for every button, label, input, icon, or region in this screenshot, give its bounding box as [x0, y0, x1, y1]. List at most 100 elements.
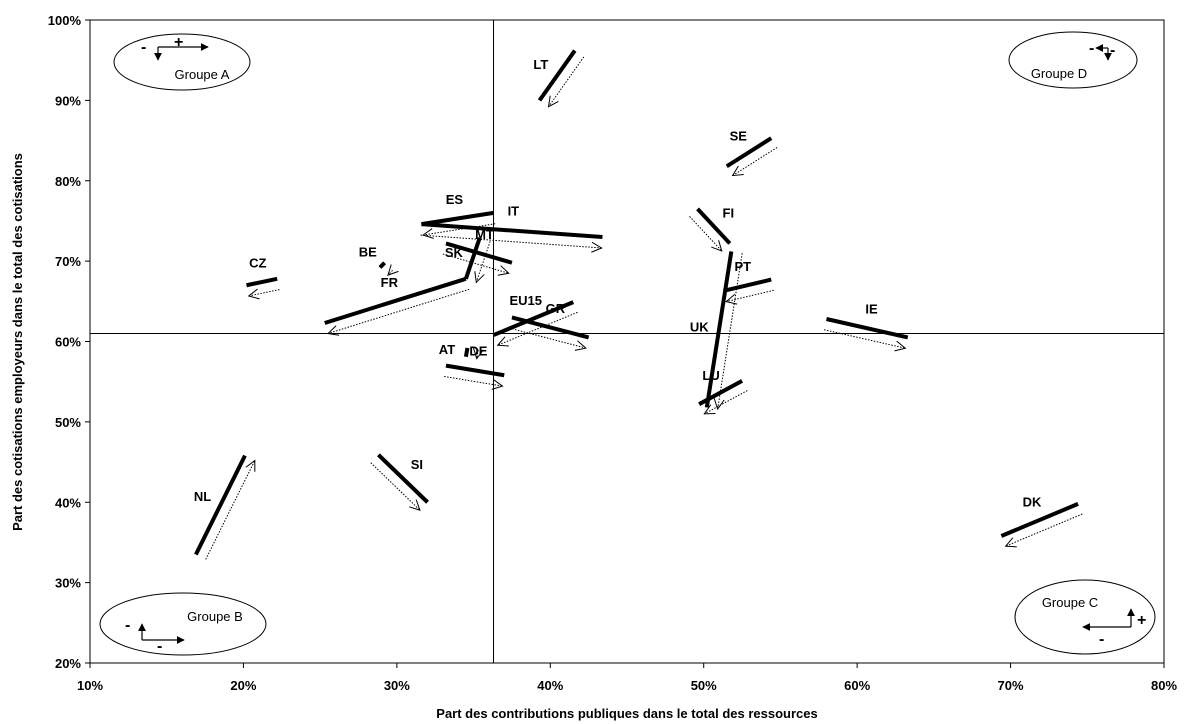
y-tick-label: 90% [55, 93, 81, 108]
y-tick-label: 40% [55, 495, 81, 510]
group-b-sign-1: - [125, 617, 130, 634]
trend-arrow-lu [704, 390, 748, 414]
segment-se [725, 136, 773, 168]
label-nl: NL [194, 489, 211, 504]
x-tick-label: 30% [384, 678, 410, 693]
trend-arrow-uk [718, 253, 743, 409]
segment-fr [324, 276, 467, 325]
segment-be [378, 261, 387, 269]
series-it: IT [420, 204, 603, 248]
segment-gr [511, 315, 590, 340]
group-a-ellipse [113, 33, 251, 91]
trend-arrow-ie [823, 329, 905, 348]
group-c-label: Groupe C [1042, 595, 1098, 610]
label-fi: FI [723, 206, 735, 221]
x-tick-label: 10% [77, 678, 103, 693]
label-de: DE [469, 344, 487, 359]
group-d-ellipse [1008, 31, 1138, 89]
segment-dk [1000, 502, 1079, 538]
trend-arrow-at [477, 350, 479, 359]
label-uk: UK [690, 319, 709, 334]
y-tick-label: 80% [55, 174, 81, 189]
series-lu: LU [698, 368, 748, 414]
trend-arrow-se [733, 147, 778, 175]
trend-arrow-eu15 [498, 311, 578, 345]
series-si: SI [370, 453, 429, 510]
group-d-sign-1: - [1089, 40, 1094, 57]
series-lt: LT [533, 49, 585, 107]
plot-border [89, 19, 1165, 664]
group-a-label: Groupe A [175, 67, 230, 82]
group-c-sign-2: - [1099, 631, 1104, 648]
x-tick-label: 50% [691, 678, 717, 693]
series-fr: FR [324, 275, 470, 334]
segment-lu [698, 379, 744, 406]
label-es: ES [446, 192, 464, 207]
x-tick-label: 70% [998, 678, 1024, 693]
series-gr: GR [509, 301, 590, 348]
group-a-sign-1: - [141, 39, 146, 56]
series-uk: UK [690, 251, 743, 409]
label-pt: PT [735, 259, 752, 274]
y-tick-label: 70% [55, 254, 81, 269]
trend-arrow-fr [328, 288, 470, 333]
label-si: SI [411, 457, 423, 472]
y-tick-label: 60% [55, 335, 81, 350]
segment-it [421, 222, 603, 240]
trend-arrow-it [420, 234, 602, 248]
segment-sk [464, 237, 482, 280]
segment-at [463, 347, 470, 358]
plot-area [89, 19, 1165, 664]
trend-arrow-cz [249, 290, 280, 296]
series-pt: PT [723, 259, 774, 302]
segment-eu15 [492, 300, 575, 337]
x-axis: 10% 20% 30% 40% 50% 60% 70% 80% [77, 663, 1177, 693]
x-axis-title: Part des contributions publiques dans le… [436, 706, 817, 721]
trend-arrow-sk [476, 241, 491, 282]
trend-arrow-lt [549, 56, 585, 107]
segment-cz [246, 276, 278, 288]
label-fr: FR [381, 275, 399, 290]
group-c-ellipse [1014, 579, 1156, 655]
y-axis: 20% 30% 40% 50% 60% 70% 80% 90% 100% [48, 13, 90, 671]
segment-pt [723, 277, 772, 293]
group-b-ellipse [99, 592, 267, 656]
y-tick-label: 30% [55, 576, 81, 591]
series-eu15: EU15 [492, 293, 578, 345]
label-eu15: EU15 [510, 293, 543, 308]
y-tick-label: 50% [55, 415, 81, 430]
series-sk: SK [445, 237, 491, 283]
segment-uk [704, 251, 734, 408]
series-dk: DK [1000, 494, 1083, 546]
series-es: ES [421, 192, 496, 235]
segment-mt [445, 241, 513, 265]
label-dk: DK [1023, 494, 1042, 509]
label-it: IT [508, 204, 520, 219]
series-at: AT [439, 342, 478, 359]
trend-arrow-si [370, 462, 420, 510]
series-be: BE [359, 244, 393, 275]
trend-arrow-de [444, 375, 502, 386]
segment-es [421, 210, 494, 227]
trend-arrow-dk [1006, 513, 1083, 546]
y-tick-label: 100% [48, 13, 82, 28]
group-d: Groupe D - - [1008, 31, 1138, 89]
x-tick-label: 80% [1151, 678, 1177, 693]
trend-arrow-pt [726, 289, 774, 301]
label-lt: LT [533, 57, 548, 72]
segment-si [377, 453, 429, 504]
trend-arrow-nl [205, 461, 255, 560]
trend-arrow-es [423, 223, 496, 235]
x-tick-label: 40% [537, 678, 563, 693]
label-be: BE [359, 244, 377, 259]
trend-arrow-be [388, 270, 393, 275]
segment-fi [696, 207, 732, 245]
group-a-sign-2: + [174, 34, 183, 51]
trend-arrow-gr [509, 327, 586, 348]
label-gr: GR [546, 301, 566, 316]
segment-ie [826, 317, 909, 340]
series-ie: IE [823, 302, 909, 348]
series-nl: NL [194, 454, 255, 560]
segment-de [445, 363, 505, 378]
